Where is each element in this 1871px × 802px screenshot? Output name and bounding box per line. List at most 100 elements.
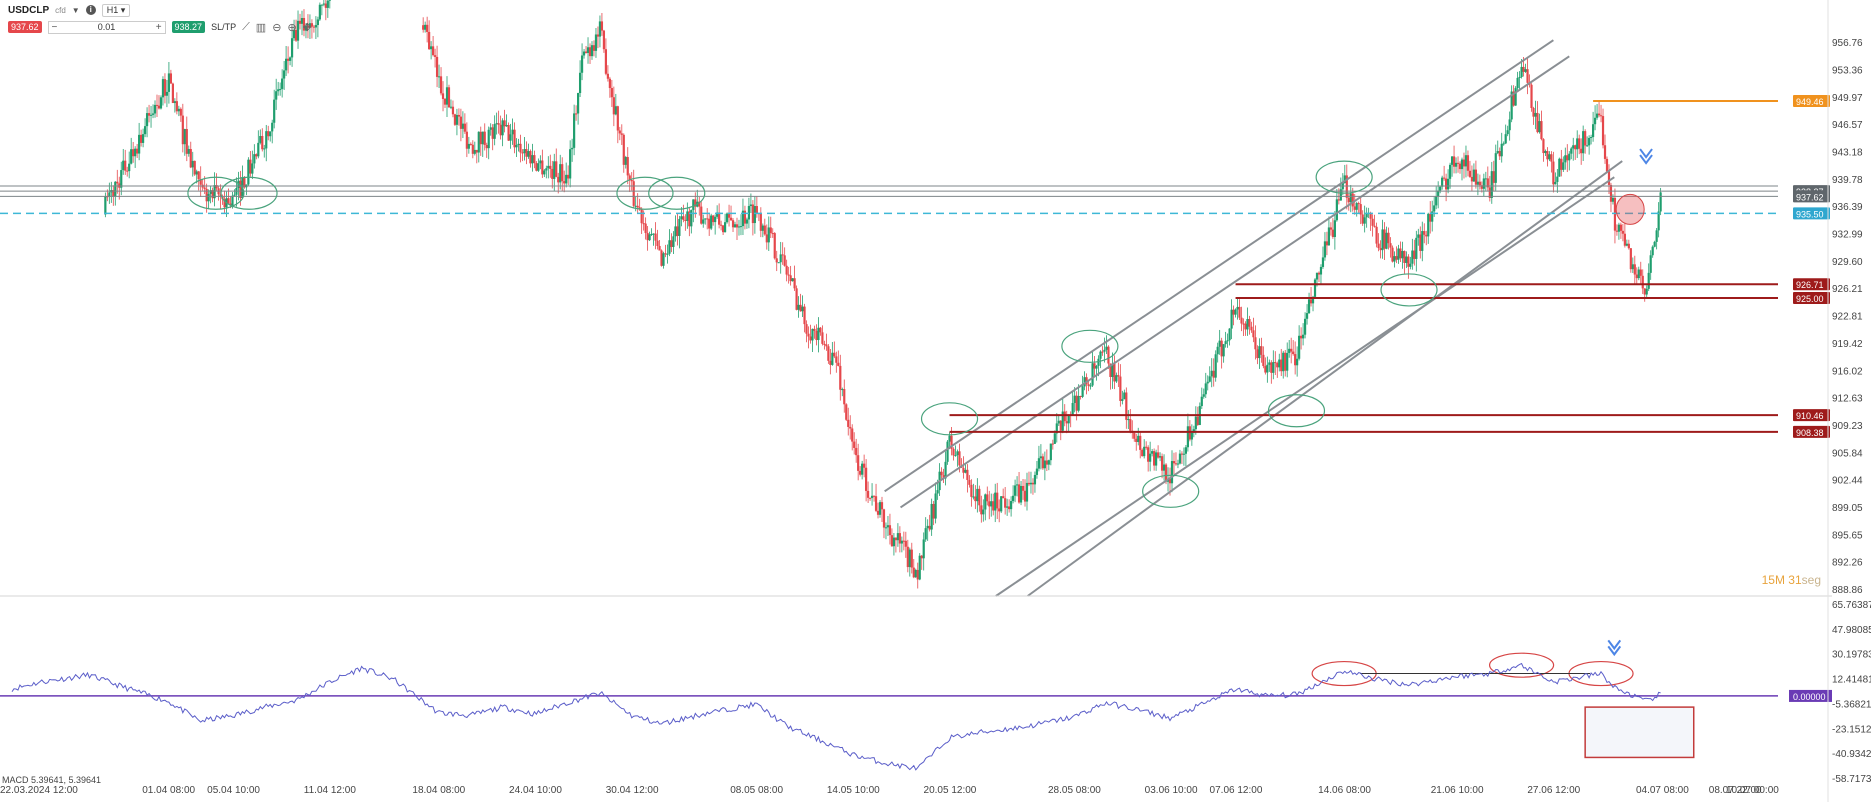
candle-body: [1053, 433, 1056, 444]
candle-body: [1220, 340, 1223, 357]
candle-body: [678, 218, 681, 236]
candle-body: [1043, 460, 1046, 469]
line-tool-icon[interactable]: ⟋: [242, 20, 250, 33]
candle-body: [1584, 131, 1587, 146]
candle-body: [1212, 370, 1215, 378]
candle-body: [1057, 420, 1060, 424]
candle-body: [706, 218, 709, 220]
symbol-dropdown-icon[interactable]: ▼: [71, 5, 80, 15]
candle-body: [690, 209, 693, 227]
candle-body: [495, 123, 498, 125]
candle-body: [1506, 130, 1509, 135]
candle-body: [1566, 155, 1569, 161]
candle-body: [183, 129, 186, 145]
candle-body: [930, 503, 933, 530]
candle-body: [1466, 155, 1470, 171]
candle-body: [1417, 234, 1420, 238]
price-tag-text: 910.46: [1796, 411, 1824, 421]
candles-icon[interactable]: ▥: [255, 21, 267, 34]
zoom-in-icon[interactable]: ⊕: [287, 21, 297, 34]
symbol-name[interactable]: USDCLP: [8, 4, 50, 16]
sell-button[interactable]: 937.62: [8, 21, 42, 33]
time-tick-label: 14.05 10:00: [827, 785, 880, 796]
zoom-out-icon[interactable]: ⊖: [272, 21, 282, 34]
candle-body: [1149, 453, 1152, 462]
candle-body: [753, 206, 756, 224]
sl-tp-button[interactable]: SL/TP: [211, 22, 237, 32]
candle-body: [529, 151, 532, 164]
candle-body: [541, 160, 544, 175]
candle-body: [835, 356, 838, 363]
candle-body: [1576, 138, 1579, 150]
highlight-ellipse: [1061, 329, 1119, 363]
candle-body: [187, 148, 190, 154]
price-tag: 949.46: [1793, 94, 1830, 107]
candle-body: [1065, 421, 1068, 424]
candle-body: [944, 461, 947, 479]
candle-body: [1621, 230, 1624, 234]
candle-body: [922, 539, 925, 559]
candle-body: [712, 215, 715, 223]
candle-body: [219, 194, 222, 197]
candle-body: [445, 87, 449, 105]
candle-body: [1015, 484, 1019, 486]
candle-body: [1139, 435, 1142, 450]
candle-body: [664, 253, 667, 255]
candle-body: [785, 265, 788, 275]
candle-body: [487, 129, 490, 149]
candle-body: [1121, 399, 1124, 401]
highlight-ellipse-filled: [1615, 193, 1645, 225]
candle-body: [936, 490, 939, 494]
candle-body: [1063, 411, 1066, 422]
candle-body: [1488, 187, 1491, 198]
candle-body: [296, 20, 300, 41]
quantity-stepper[interactable]: − 0.01 +: [47, 20, 166, 34]
candle-body: [1047, 460, 1050, 465]
candle-body: [255, 154, 258, 157]
decrease-quantity-button[interactable]: −: [51, 21, 58, 33]
candle-body: [958, 451, 961, 466]
candle-body: [290, 38, 294, 58]
buy-button[interactable]: 938.27: [171, 21, 206, 33]
price-tick-label: 922.81: [1832, 312, 1863, 323]
candle-body: [475, 149, 478, 153]
candle-body: [294, 29, 298, 41]
candle-body: [130, 149, 133, 164]
increase-quantity-button[interactable]: +: [155, 21, 162, 33]
candle-body: [1145, 446, 1148, 448]
candle-body: [731, 220, 735, 228]
candle-body: [175, 101, 178, 112]
candle-body: [612, 97, 615, 115]
candle-body: [1462, 159, 1466, 167]
candle-body: [1568, 153, 1571, 161]
timeframe-select[interactable]: H1 ▾: [101, 3, 131, 17]
candle-body: [1210, 370, 1213, 377]
candle-body: [1641, 275, 1644, 289]
macd-tick-label: 47.98085: [1832, 625, 1871, 636]
candle-body: [281, 78, 284, 89]
candle-body: [847, 419, 850, 427]
crosshair-icon[interactable]: ✥: [302, 21, 312, 34]
candle-body: [1349, 193, 1352, 203]
candle-body: [1435, 196, 1438, 206]
info-icon[interactable]: i: [85, 5, 96, 15]
candle-body: [430, 46, 433, 50]
candle-body: [815, 330, 818, 341]
candle-body: [503, 120, 506, 127]
candle-body: [173, 101, 176, 104]
candle-body: [1562, 162, 1565, 170]
candle-body: [1011, 495, 1015, 502]
quantity-value[interactable]: 0.01: [97, 22, 116, 32]
candle-body: [515, 144, 518, 148]
candle-body: [457, 114, 461, 117]
time-tick-label: 08.05 08:00: [730, 785, 783, 796]
candle-body: [1609, 184, 1613, 202]
candle-body: [924, 528, 927, 540]
candle-body: [437, 76, 441, 78]
candle-body: [630, 180, 633, 182]
price-tick-label: 912.63: [1832, 394, 1863, 405]
candle-body: [1238, 306, 1241, 318]
candle-body: [1448, 164, 1452, 179]
candle-body: [561, 164, 564, 182]
candle-body: [1377, 243, 1380, 249]
